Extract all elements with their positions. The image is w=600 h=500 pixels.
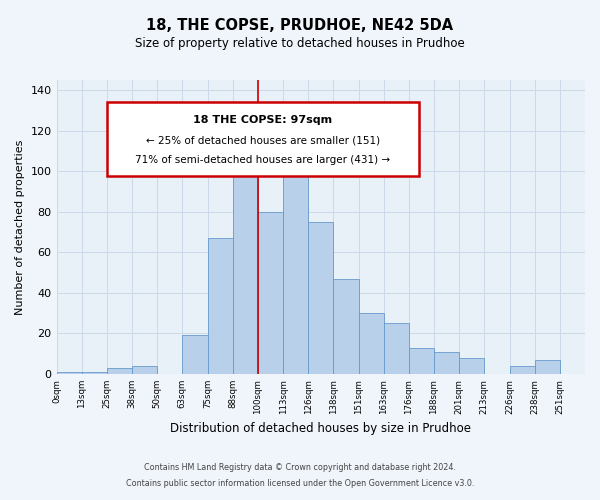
Bar bbox=[359, 313, 383, 374]
Text: 18, THE COPSE, PRUDHOE, NE42 5DA: 18, THE COPSE, PRUDHOE, NE42 5DA bbox=[146, 18, 454, 32]
Text: Contains public sector information licensed under the Open Government Licence v3: Contains public sector information licen… bbox=[126, 478, 474, 488]
Bar bbox=[107, 368, 132, 374]
Bar bbox=[308, 222, 334, 374]
Bar bbox=[132, 366, 157, 374]
Bar bbox=[535, 360, 560, 374]
Bar bbox=[56, 372, 82, 374]
Bar bbox=[509, 366, 535, 374]
Bar bbox=[459, 358, 484, 374]
Bar bbox=[82, 372, 107, 374]
X-axis label: Distribution of detached houses by size in Prudhoe: Distribution of detached houses by size … bbox=[170, 422, 471, 435]
Bar bbox=[283, 161, 308, 374]
Y-axis label: Number of detached properties: Number of detached properties bbox=[15, 140, 25, 314]
Text: Size of property relative to detached houses in Prudhoe: Size of property relative to detached ho… bbox=[135, 38, 465, 51]
Bar bbox=[182, 336, 208, 374]
FancyBboxPatch shape bbox=[107, 102, 419, 176]
Bar bbox=[233, 149, 258, 374]
Text: ← 25% of detached houses are smaller (151): ← 25% of detached houses are smaller (15… bbox=[146, 136, 380, 146]
Bar bbox=[383, 324, 409, 374]
Bar bbox=[334, 278, 359, 374]
Bar bbox=[434, 352, 459, 374]
Text: Contains HM Land Registry data © Crown copyright and database right 2024.: Contains HM Land Registry data © Crown c… bbox=[144, 464, 456, 472]
Bar bbox=[208, 238, 233, 374]
Text: 18 THE COPSE: 97sqm: 18 THE COPSE: 97sqm bbox=[193, 116, 332, 126]
Bar bbox=[258, 212, 283, 374]
Text: 71% of semi-detached houses are larger (431) →: 71% of semi-detached houses are larger (… bbox=[135, 155, 390, 165]
Bar bbox=[409, 348, 434, 374]
